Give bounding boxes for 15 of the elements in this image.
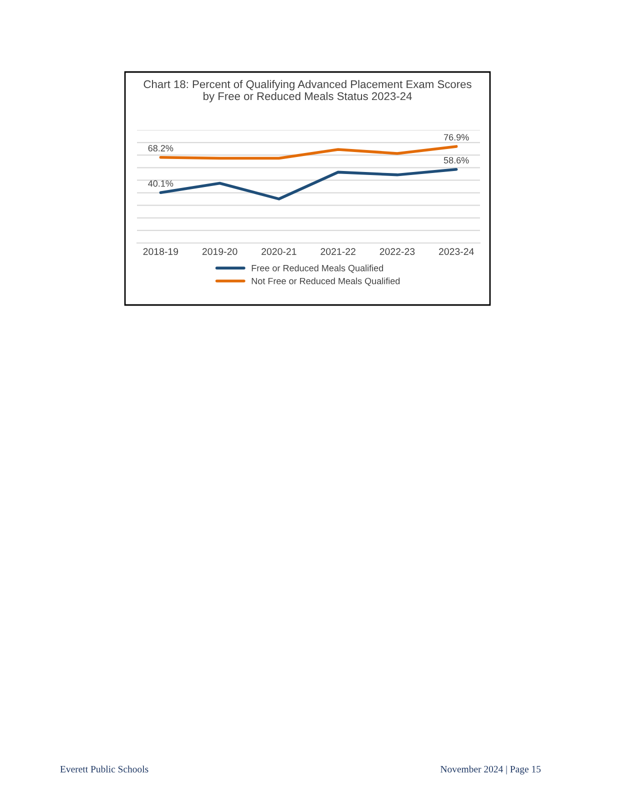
x-tick-label: 2018-19 bbox=[143, 248, 178, 255]
legend-label: Not Free or Reduced Meals Qualified bbox=[252, 278, 400, 286]
data-label: 40.1% bbox=[148, 180, 174, 187]
x-tick-label: 2020-21 bbox=[262, 248, 296, 255]
x-tick-label: 2023-24 bbox=[438, 248, 474, 255]
chart-title: Chart 18: Percent of Qualifying Advanced Placement Exam Scores by Free or Reduced Meals Status 2023-24 bbox=[144, 80, 472, 102]
data-label: 76.9% bbox=[444, 134, 469, 140]
data-label: 68.2% bbox=[148, 145, 174, 152]
text: Everett Public Schools bbox=[60, 766, 148, 772]
legend-label: Free or Reduced Meals Qualified bbox=[252, 264, 384, 273]
text: November 2024 | Page 15 bbox=[440, 766, 541, 774]
x-tick-label: 2021-22 bbox=[320, 248, 356, 255]
x-tick-label: 2019-20 bbox=[202, 248, 238, 255]
x-tick-label: 2022-23 bbox=[380, 248, 415, 255]
data-label: 58.6% bbox=[444, 157, 469, 164]
